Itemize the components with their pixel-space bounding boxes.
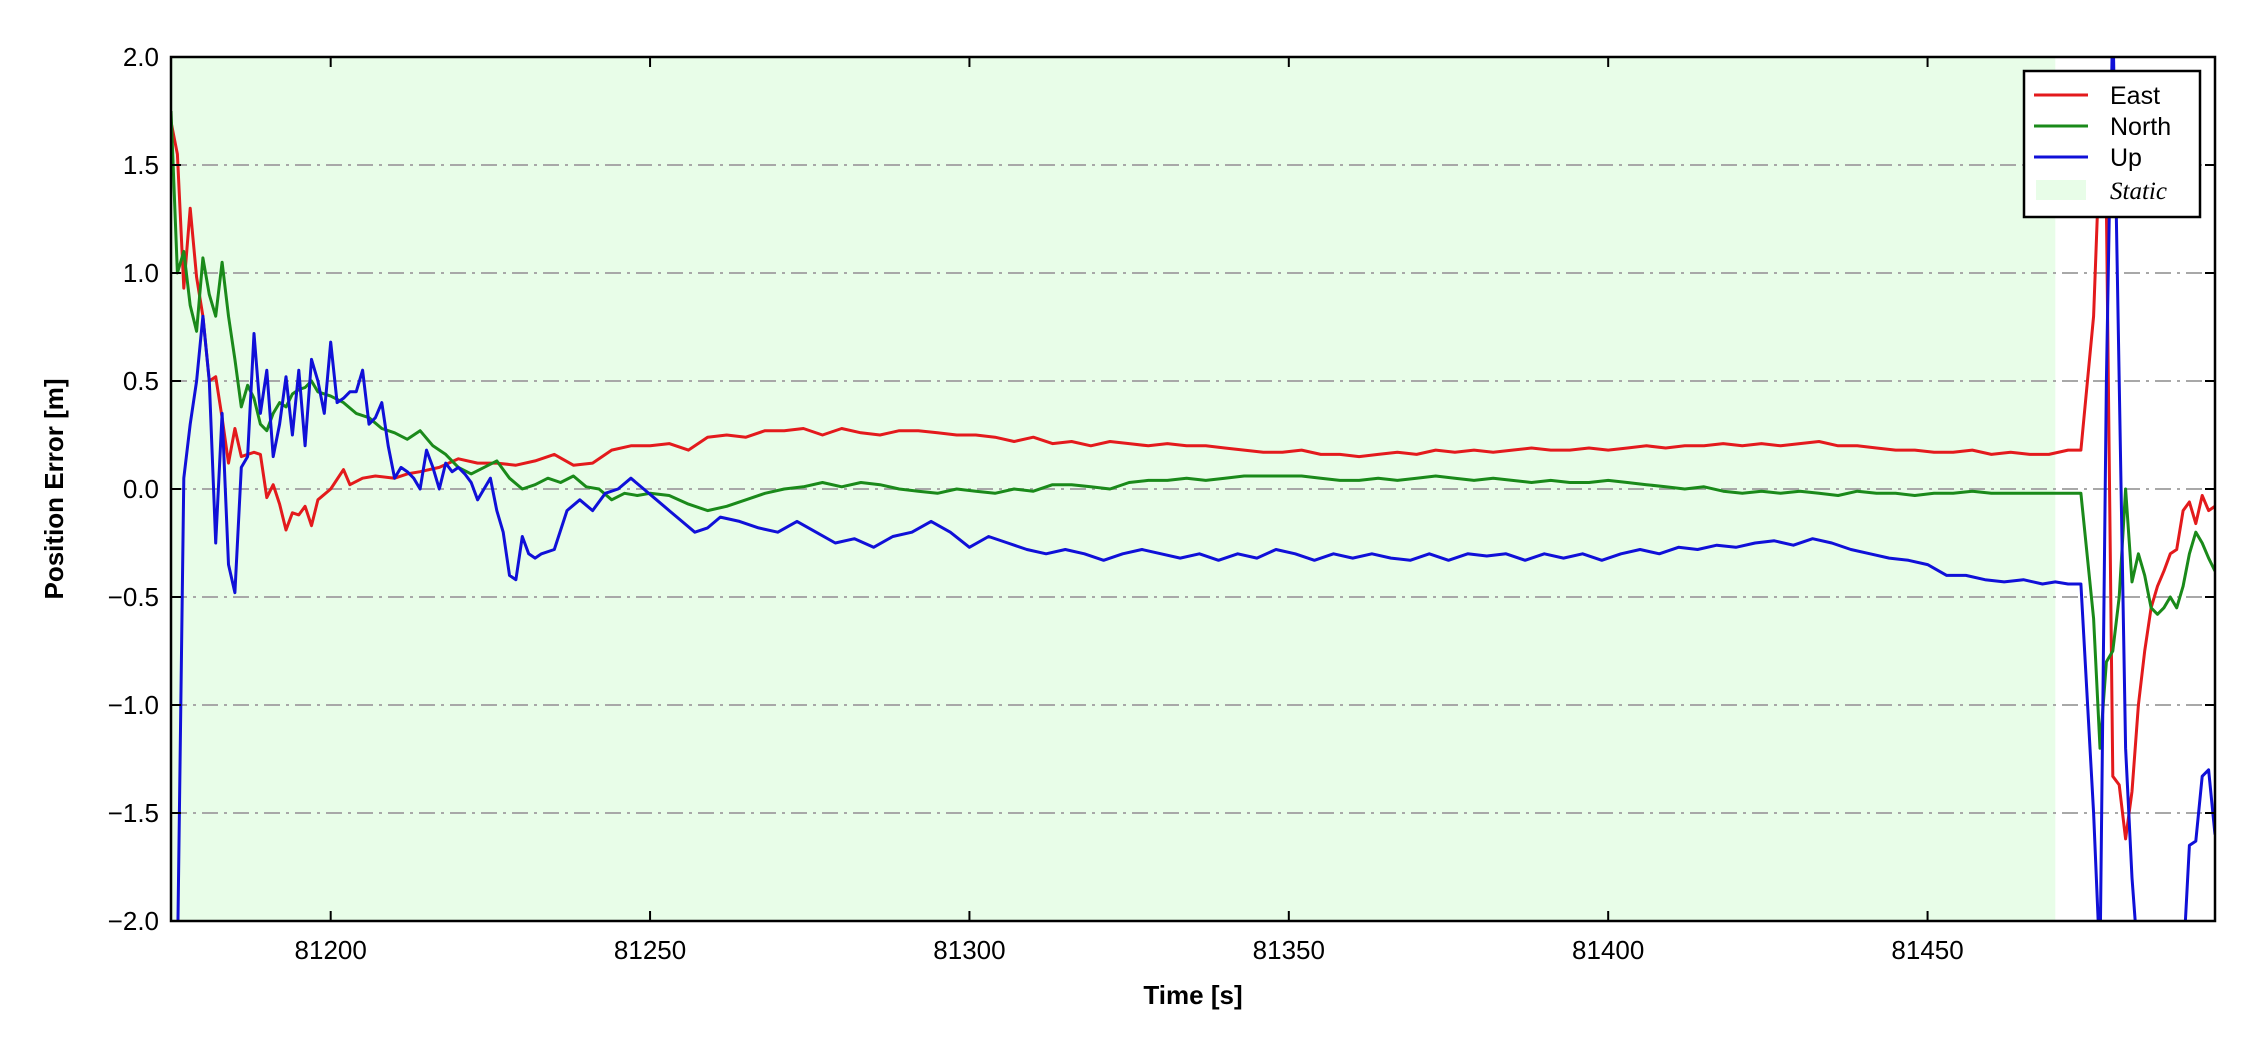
legend: East North Up Static <box>2022 69 2202 219</box>
y-axis-title: Position Error [m] <box>39 378 69 599</box>
legend-label-up: Up <box>2110 144 2142 172</box>
series-line-east <box>171 121 2215 841</box>
legend-label-east: East <box>2110 82 2160 110</box>
x-axis-title: Time [s] <box>1143 980 1242 1010</box>
y-tick-label: −1.5 <box>108 798 159 828</box>
y-tick-label: 2.0 <box>123 42 159 72</box>
x-tick-label: 81200 <box>295 935 367 965</box>
x-tick-label: 81300 <box>933 935 1005 965</box>
series-lines <box>171 57 2215 921</box>
y-axis-ticks: 2.0 1.5 1.0 0.5 0.0 −0.5 −1.0 −1.5 −2.0 <box>108 42 2215 936</box>
y-tick-label: −2.0 <box>108 906 159 936</box>
y-tick-label: 1.5 <box>123 150 159 180</box>
legend-label-north: North <box>2110 113 2171 141</box>
x-tick-label: 81400 <box>1572 935 1644 965</box>
legend-label-static: Static <box>2110 178 2167 205</box>
x-tick-label: 81350 <box>1253 935 1325 965</box>
series-line-north <box>171 110 2215 750</box>
series-line-up <box>176 57 2215 921</box>
legend-swatch-static <box>2036 180 2086 200</box>
x-axis-ticks: 81200 81250 81300 81350 81400 81450 <box>295 57 1964 965</box>
y-tick-label: 1.0 <box>123 258 159 288</box>
x-tick-label: 81250 <box>614 935 686 965</box>
y-tick-label: −0.5 <box>108 582 159 612</box>
y-tick-label: −1.0 <box>108 690 159 720</box>
y-tick-label: 0.0 <box>123 474 159 504</box>
x-tick-label: 81450 <box>1891 935 1963 965</box>
y-tick-label: 0.5 <box>123 366 159 396</box>
